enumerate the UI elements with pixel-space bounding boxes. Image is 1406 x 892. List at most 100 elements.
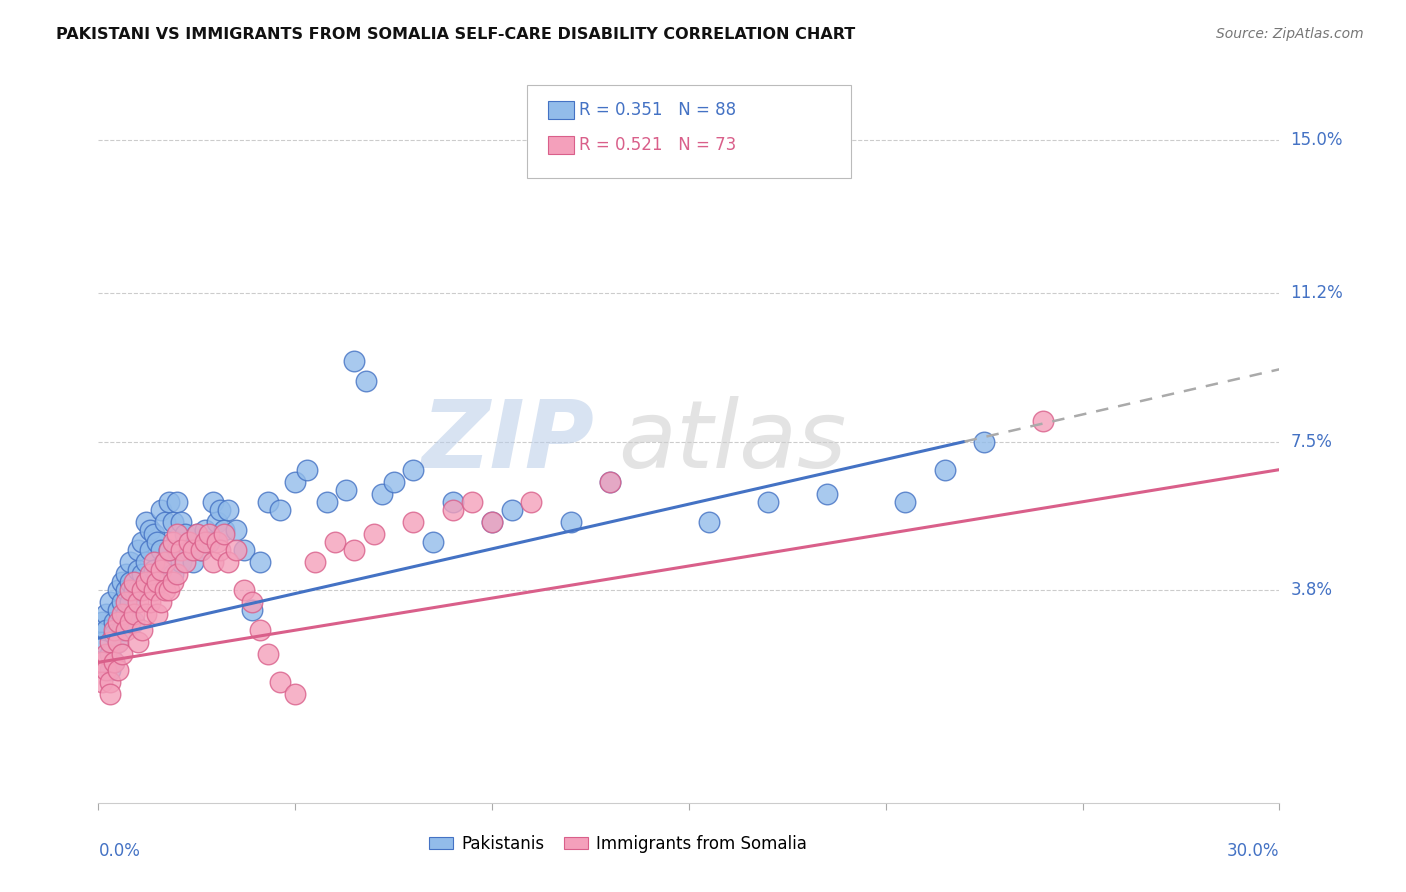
Text: R = 0.521   N = 73: R = 0.521 N = 73 bbox=[579, 136, 737, 154]
Point bbox=[162, 567, 184, 582]
Point bbox=[481, 515, 503, 529]
Point bbox=[146, 567, 169, 582]
Point bbox=[91, 655, 114, 669]
Point bbox=[118, 555, 141, 569]
Point bbox=[323, 534, 346, 549]
Point bbox=[197, 526, 219, 541]
Point bbox=[256, 494, 278, 508]
Point bbox=[371, 487, 394, 501]
Point bbox=[146, 607, 169, 622]
Text: 3.8%: 3.8% bbox=[1291, 581, 1333, 599]
Point bbox=[107, 583, 129, 598]
Point bbox=[157, 542, 180, 557]
Point bbox=[155, 583, 177, 598]
Point bbox=[269, 675, 291, 690]
Point bbox=[225, 523, 247, 537]
Point bbox=[122, 615, 145, 630]
Point bbox=[91, 675, 114, 690]
Point bbox=[127, 583, 149, 598]
Point bbox=[103, 655, 125, 669]
Point bbox=[170, 515, 193, 529]
Point bbox=[115, 595, 138, 609]
Point bbox=[135, 607, 157, 622]
Point bbox=[190, 542, 212, 557]
Point bbox=[756, 494, 779, 508]
Point bbox=[98, 635, 121, 649]
Point bbox=[225, 542, 247, 557]
Point bbox=[697, 515, 720, 529]
Point bbox=[240, 595, 263, 609]
Point bbox=[190, 542, 212, 557]
Point bbox=[157, 583, 180, 598]
Point bbox=[107, 635, 129, 649]
Text: 0.0%: 0.0% bbox=[98, 842, 141, 860]
Point bbox=[249, 623, 271, 637]
Point bbox=[181, 542, 204, 557]
Point bbox=[284, 475, 307, 489]
Point bbox=[142, 526, 165, 541]
Point bbox=[155, 515, 177, 529]
Point bbox=[402, 462, 425, 476]
Point bbox=[155, 555, 177, 569]
Point bbox=[115, 567, 138, 582]
Point bbox=[214, 526, 236, 541]
Point bbox=[170, 555, 193, 569]
Point bbox=[166, 526, 188, 541]
Point bbox=[107, 635, 129, 649]
Point bbox=[138, 595, 160, 609]
Point bbox=[111, 607, 134, 622]
Point bbox=[127, 635, 149, 649]
Point bbox=[174, 526, 197, 541]
Point bbox=[354, 375, 377, 389]
Point bbox=[166, 542, 188, 557]
Point bbox=[98, 664, 121, 678]
Point bbox=[205, 515, 228, 529]
Point bbox=[103, 655, 125, 669]
Point bbox=[335, 483, 357, 497]
Point bbox=[115, 607, 138, 622]
Point bbox=[174, 555, 197, 569]
Point bbox=[122, 607, 145, 622]
Point bbox=[111, 595, 134, 609]
Point bbox=[127, 563, 149, 577]
Point bbox=[103, 627, 125, 641]
Text: 15.0%: 15.0% bbox=[1291, 131, 1343, 150]
Text: atlas: atlas bbox=[619, 396, 846, 487]
Point bbox=[186, 526, 208, 541]
Point bbox=[122, 574, 145, 589]
Point bbox=[150, 563, 173, 577]
Point bbox=[146, 574, 169, 589]
Point bbox=[155, 555, 177, 569]
Point bbox=[91, 615, 114, 630]
Point bbox=[343, 542, 366, 557]
Point bbox=[402, 515, 425, 529]
Point bbox=[481, 515, 503, 529]
Point bbox=[103, 623, 125, 637]
Point bbox=[973, 434, 995, 449]
Text: PAKISTANI VS IMMIGRANTS FROM SOMALIA SELF-CARE DISABILITY CORRELATION CHART: PAKISTANI VS IMMIGRANTS FROM SOMALIA SEL… bbox=[56, 27, 855, 42]
Point bbox=[256, 648, 278, 662]
Point bbox=[146, 534, 169, 549]
Point bbox=[96, 623, 118, 637]
Point bbox=[186, 526, 208, 541]
Point bbox=[194, 523, 217, 537]
Point bbox=[98, 675, 121, 690]
Point bbox=[107, 603, 129, 617]
Point bbox=[170, 542, 193, 557]
Point bbox=[441, 503, 464, 517]
Point bbox=[166, 494, 188, 508]
Text: R = 0.351   N = 88: R = 0.351 N = 88 bbox=[579, 101, 737, 119]
Text: Source: ZipAtlas.com: Source: ZipAtlas.com bbox=[1216, 27, 1364, 41]
Point bbox=[382, 475, 405, 489]
Point bbox=[343, 354, 366, 368]
Point bbox=[111, 648, 134, 662]
Point bbox=[107, 664, 129, 678]
Point bbox=[131, 567, 153, 582]
Point bbox=[315, 494, 337, 508]
Text: 30.0%: 30.0% bbox=[1227, 842, 1279, 860]
Point bbox=[118, 574, 141, 589]
Point bbox=[934, 462, 956, 476]
Point bbox=[135, 555, 157, 569]
Point bbox=[142, 555, 165, 569]
Point bbox=[96, 664, 118, 678]
